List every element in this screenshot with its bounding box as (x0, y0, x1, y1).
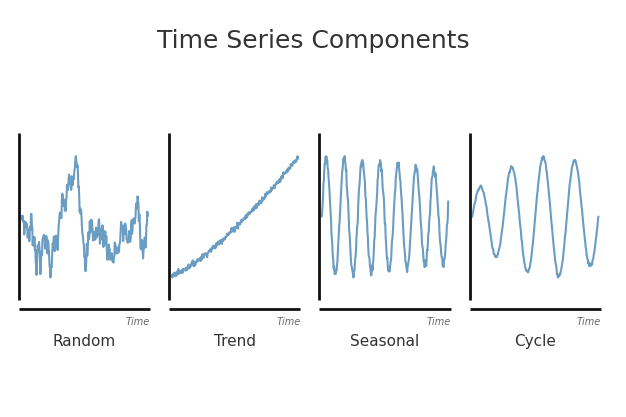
Text: Seasonal: Seasonal (351, 334, 419, 349)
Text: Time Series Components: Time Series Components (156, 29, 470, 53)
Text: Time: Time (577, 317, 601, 327)
Text: Cycle: Cycle (515, 334, 556, 349)
Text: Random: Random (53, 334, 116, 349)
Text: Time: Time (276, 317, 300, 327)
Text: Trend: Trend (213, 334, 256, 349)
Text: Time: Time (126, 317, 150, 327)
Text: Time: Time (426, 317, 451, 327)
